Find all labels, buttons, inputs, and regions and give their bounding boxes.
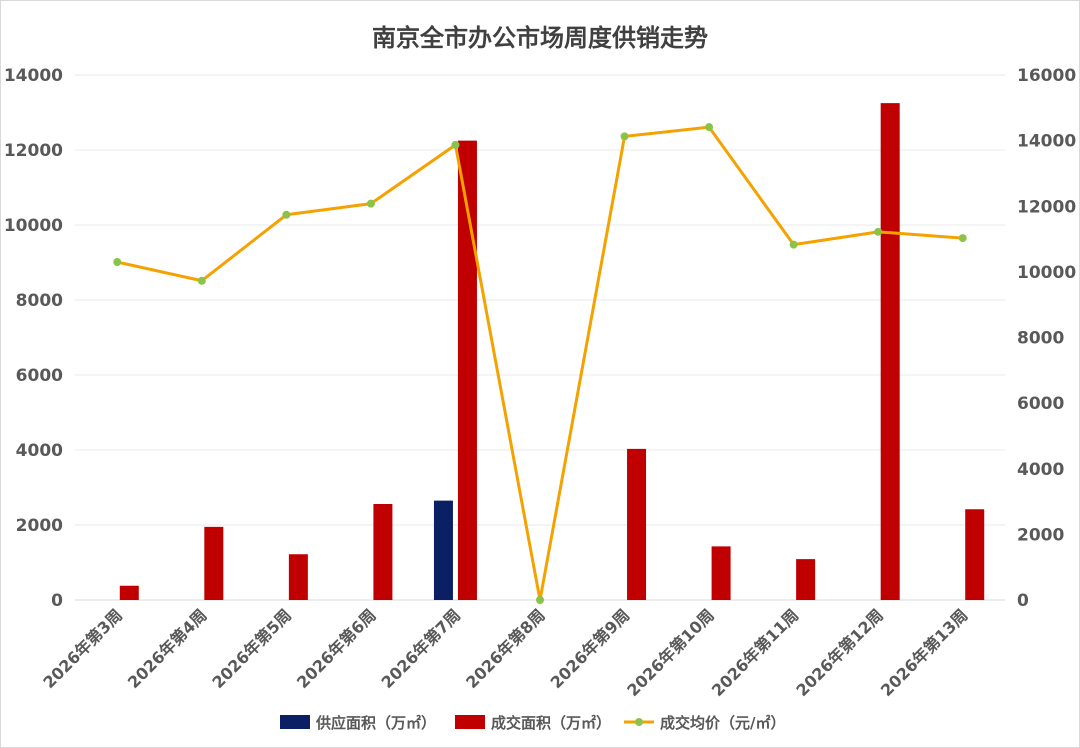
price-point xyxy=(536,596,544,604)
right-tick-label: 14000 xyxy=(1017,132,1076,152)
right-tick-label: 6000 xyxy=(1017,394,1064,414)
legend: 供应面积（万㎡） 成交面积（万㎡） 成交均价（元/㎡） xyxy=(280,714,785,732)
sales-bar xyxy=(373,504,393,600)
left-tick-label: 6000 xyxy=(16,366,63,386)
left-tick-label: 14000 xyxy=(4,66,63,86)
left-axis-ticks: 0 2000 4000 6000 8000 10000 12000 14000 xyxy=(4,66,63,611)
price-point xyxy=(282,210,291,219)
sales-bar xyxy=(880,103,900,600)
price-point xyxy=(197,276,206,285)
x-tick-label: 2026年第10周 xyxy=(623,605,718,700)
gridlines xyxy=(75,74,1005,601)
right-axis-ticks: 0 2000 4000 6000 8000 10000 12000 14000 16000 xyxy=(1017,66,1076,611)
legend-label: 成交面积（万㎡） xyxy=(491,714,611,732)
bars xyxy=(119,103,985,600)
price-point xyxy=(874,227,883,236)
right-tick-label: 12000 xyxy=(1017,197,1076,217)
sales-bar xyxy=(627,448,647,600)
x-axis-ticks: 2026年第3周2026年第4周2026年第5周2026年第6周2026年第7周… xyxy=(39,605,971,700)
price-point xyxy=(451,140,460,149)
left-tick-label: 8000 xyxy=(16,291,63,311)
price-point xyxy=(366,199,375,208)
left-tick-label: 12000 xyxy=(4,141,63,161)
supply-bar xyxy=(433,500,453,600)
price-point xyxy=(705,123,714,132)
legend-marker xyxy=(635,718,643,726)
x-tick-label: 2026年第11周 xyxy=(708,605,803,700)
right-tick-label: 10000 xyxy=(1017,263,1076,283)
right-tick-label: 8000 xyxy=(1017,329,1064,349)
left-tick-label: 4000 xyxy=(16,441,63,461)
left-tick-label: 2000 xyxy=(16,516,63,536)
right-tick-label: 0 xyxy=(1017,591,1029,611)
sales-bar xyxy=(965,509,985,600)
sales-bar xyxy=(119,585,139,600)
legend-swatch xyxy=(455,715,485,729)
right-tick-label: 4000 xyxy=(1017,460,1064,480)
legend-label: 成交均价（元/㎡） xyxy=(660,714,785,732)
sales-bar xyxy=(288,554,308,600)
left-tick-label: 10000 xyxy=(4,216,63,236)
price-series-line xyxy=(116,125,963,602)
x-tick-label: 2026年第6周 xyxy=(293,605,380,692)
x-tick-label: 2026年第5周 xyxy=(208,605,295,692)
sales-bar xyxy=(796,559,816,600)
x-tick-label: 2026年第13周 xyxy=(877,605,972,700)
price-line xyxy=(113,123,967,604)
legend-label: 供应面积（万㎡） xyxy=(315,714,436,732)
price-point xyxy=(620,132,629,141)
right-tick-label: 2000 xyxy=(1017,525,1064,545)
sales-bar xyxy=(711,546,731,600)
price-point xyxy=(958,234,967,243)
x-tick-label: 2026年第9周 xyxy=(547,605,634,692)
x-tick-label: 2026年第4周 xyxy=(124,605,211,692)
chart-title: 南京全市办公市场周度供销走势 xyxy=(372,24,708,52)
x-tick-label: 2026年第8周 xyxy=(462,605,549,692)
right-tick-label: 16000 xyxy=(1017,66,1076,86)
legend-swatch xyxy=(280,715,310,729)
x-tick-label: 2026年第3周 xyxy=(39,605,126,692)
sales-bar xyxy=(457,140,477,600)
left-tick-label: 0 xyxy=(51,591,63,611)
x-tick-label: 2026年第12周 xyxy=(792,605,887,700)
price-point xyxy=(789,240,798,249)
x-tick-label: 2026年第7周 xyxy=(378,605,465,692)
price-point xyxy=(113,258,122,267)
sales-bar xyxy=(204,526,224,600)
